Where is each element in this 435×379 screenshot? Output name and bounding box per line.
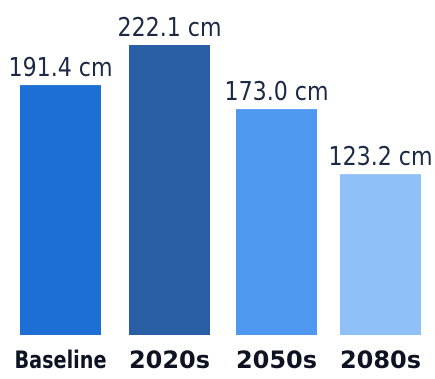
category-label-baseline: Baseline [15,346,107,374]
value-label-baseline: 191.4 cm [9,53,113,83]
value-label-2020s: 222.1 cm [118,13,222,43]
value-label-2050s: 173.0 cm [225,77,329,107]
bar-2050s [236,109,317,335]
category-label-2050s: 2050s [236,346,317,374]
bars-group [20,45,421,336]
category-label-2080s: 2080s [340,346,421,374]
category-labels-group: Baseline 2020s 2050s 2080s [15,346,422,374]
bar-baseline [20,85,101,336]
value-label-2080s: 123.2 cm [329,142,433,172]
bar-2080s [340,174,421,335]
category-label-2020s: 2020s [129,346,210,374]
bar-2020s [129,45,210,335]
